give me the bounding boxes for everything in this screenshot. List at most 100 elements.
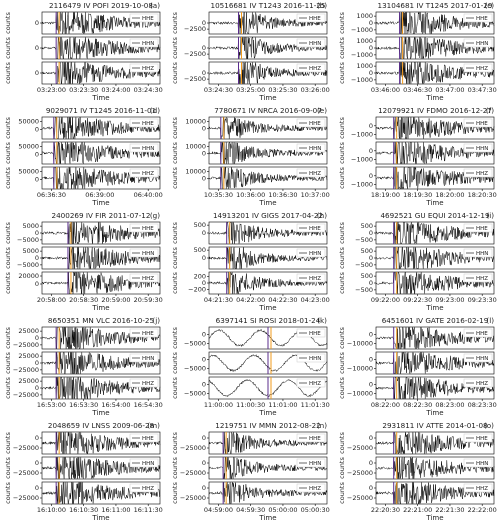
legend-box [463,353,493,363]
y-axis-label: counts [4,247,12,269]
x-tick-label: 03:24:00 [101,86,130,94]
y-tick-label: 0 [35,229,39,237]
trace-frame [208,431,328,455]
y-tick-label: 10000 [185,167,206,175]
y-tick-label: 0 [369,434,373,442]
y-tick-label: 500 [194,246,206,254]
legend-label: HHZ [142,171,154,177]
y-tick-label: −10000 [347,365,373,373]
legend-label: HHZ [142,276,154,282]
y-tick-label: 0 [202,380,206,388]
y-tick-label: 0 [35,334,39,342]
y-tick-label: 0 [35,254,39,262]
y-tick-label: 1000 [356,12,373,20]
panel-title: 6397141 SI ROSI 2018-01-24 [216,316,321,325]
x-tick-label: 16:10:30 [69,506,98,514]
y-tick-label: 0 [35,176,39,184]
y-tick-label: −500 [355,236,373,244]
x-tick-label: 06:40:00 [134,191,163,199]
legend-label: HHZ [309,276,321,282]
y-tick-label: −25000 [347,444,373,452]
waveform [375,482,495,505]
y-axis-label: counts [338,377,346,399]
y-tick-label: 0 [35,151,39,159]
legend-box [296,248,326,258]
y-tick-label: 0 [35,484,39,492]
x-tick-label: 03:23:30 [69,86,98,94]
legend-label: HHE [309,331,321,337]
legend-label: HHZ [309,171,321,177]
y-axis-label: counts [4,12,12,34]
waveform [41,167,161,189]
y-axis-label: counts [171,272,179,294]
trace-frame [208,116,328,140]
y-tick-label: 0 [35,459,39,467]
y-tick-label: −2500 [184,50,206,58]
legend-box [296,433,326,443]
y-tick-label: 0 [202,279,206,287]
y-axis-label: counts [4,117,12,139]
y-axis-label: counts [4,457,12,479]
y-tick-label: 0 [202,434,206,442]
y-tick-label: −25000 [180,469,206,477]
y-axis-label: counts [171,37,179,59]
x-tick-label: 03:46:30 [403,86,432,94]
y-tick-label: −1000 [351,26,373,34]
legend-box [129,273,159,283]
legend-label: HHN [476,146,488,152]
y-tick-label: −25000 [13,341,39,349]
y-axis-label: counts [171,222,179,244]
y-axis-label: counts [338,352,346,374]
panel-label: (j) [152,316,160,325]
legend-box [463,328,493,338]
trace-frame [375,326,495,350]
legend-label: HHE [476,436,488,442]
legend-box [463,248,493,258]
x-tick-label: 03:46:00 [371,86,400,94]
y-axis-label: counts [338,222,346,244]
waveform [375,457,495,479]
x-tick-label: 10:37:00 [301,191,330,199]
legend-label: HHZ [309,381,321,387]
legend-label: HHE [476,331,488,337]
x-tick-label: 11:01:30 [301,401,330,409]
x-axis-label: Time [258,199,276,207]
legend-box [129,458,159,468]
y-axis-label: counts [4,327,12,349]
waveform [375,36,495,60]
legend-box [129,223,159,233]
legend-box [296,143,326,153]
legend-label: HHN [309,461,321,467]
y-tick-label: 0 [35,384,39,392]
x-axis-label: Time [91,304,109,312]
y-tick-label: 0 [202,330,206,338]
legend-box [129,38,159,48]
panel-label: (i) [486,211,494,220]
x-tick-label: 08:23:30 [468,401,497,409]
panel-label: (o) [484,421,494,430]
y-tick-label: 0 [369,147,373,155]
y-tick-label: 0 [369,484,373,492]
waveform [208,142,328,164]
y-tick-label: −200 [188,285,206,293]
x-tick-label: 20:59:00 [101,296,130,304]
legend-label: HHN [142,146,154,152]
y-tick-label: 25000 [18,327,39,335]
legend-box [129,433,159,443]
legend-box [129,248,159,258]
y-tick-label: 0 [369,19,373,27]
y-tick-label: 0 [369,459,373,467]
x-tick-label: 04:22:30 [268,296,297,304]
y-axis-label: counts [4,482,12,504]
legend-box [129,378,159,388]
y-tick-label: −1000 [351,76,373,84]
x-tick-label: 18:19:30 [403,191,432,199]
x-axis-label: Time [258,94,276,102]
y-tick-label: 5000 [22,222,39,230]
trace-frame [41,271,161,295]
x-tick-label: 03:24:30 [134,86,163,94]
trace-frame [41,481,161,505]
panel-label: (n) [317,421,327,430]
y-tick-label: −1000 [351,181,373,189]
y-tick-label: 20000 [18,272,39,280]
